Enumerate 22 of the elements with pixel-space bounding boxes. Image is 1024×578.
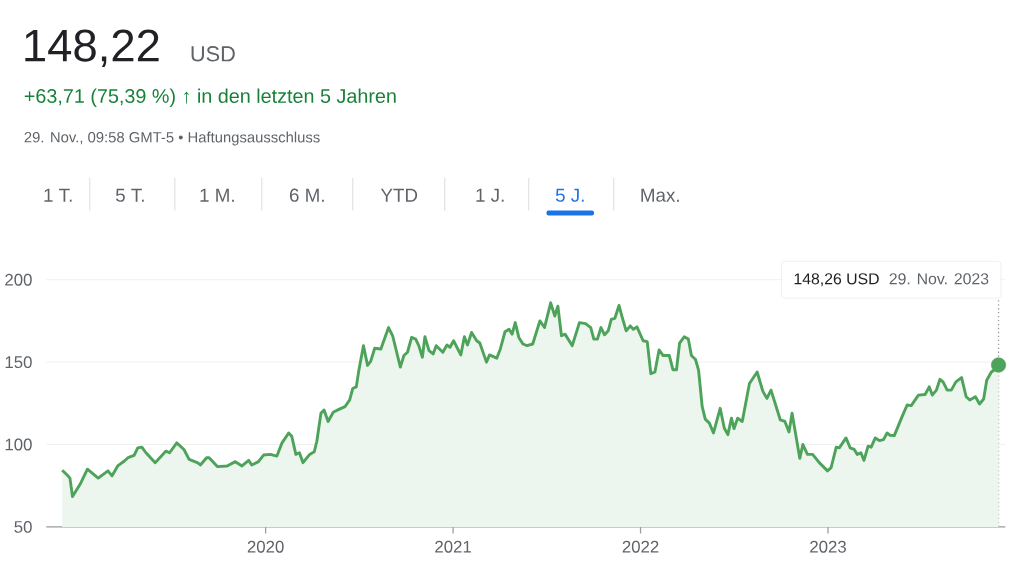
- y-tick-label: 50: [14, 520, 32, 533]
- text: YTD: [380, 188, 418, 202]
- text: 1 M.: [200, 188, 234, 202]
- x-tick-label: 2020: [247, 540, 284, 553]
- text: 1 T.: [44, 188, 72, 202]
- x-tick-label: 2021: [435, 540, 471, 553]
- annotation: 29. Nov. 2023: [889, 273, 989, 285]
- text: 5 T.: [115, 188, 144, 202]
- y-tick-label: 200: [5, 273, 32, 286]
- chart-subtitle: +63,71 (75,39 %) ↑ in den letzten 5 Jahren: [24, 88, 396, 107]
- text: USD: [191, 45, 235, 62]
- text: 1 J.: [476, 188, 504, 202]
- x-tick-label: 2022: [622, 540, 659, 553]
- y-tick-label: 150: [5, 356, 32, 368]
- text: 5 J.: [555, 188, 584, 202]
- chart-title: 148,22: [25, 29, 159, 67]
- text: 6 M.: [289, 188, 324, 202]
- x-tick-label: 2023: [810, 540, 846, 553]
- y-tick-label: 100: [5, 438, 32, 451]
- text: 29. Nov., 09:58 GMT-5 • Haftungsausschluss: [24, 131, 320, 146]
- text: Max.: [641, 188, 679, 202]
- annotation: 148,26 USD: [794, 273, 879, 287]
